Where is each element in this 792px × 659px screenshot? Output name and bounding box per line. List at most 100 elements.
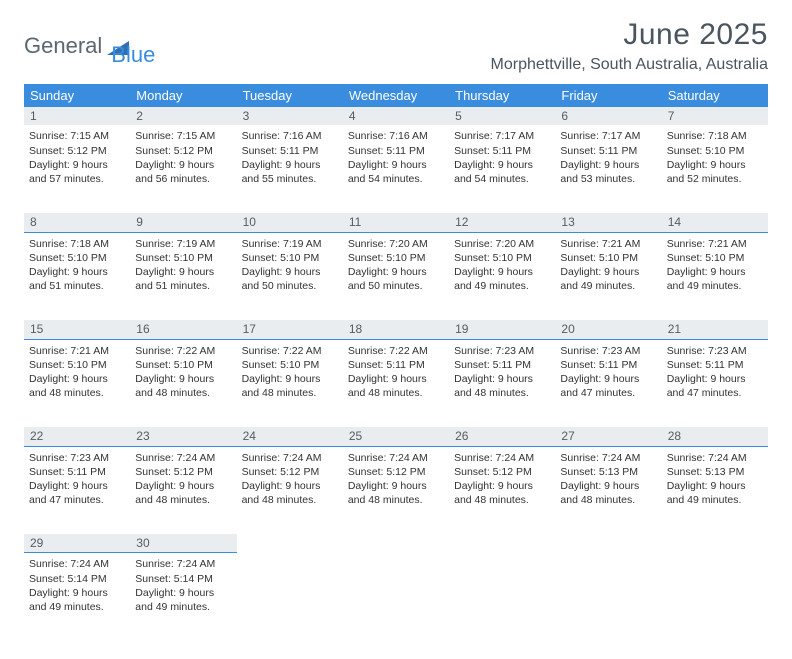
sunrise-text: Sunrise: 7:24 AM — [135, 557, 231, 571]
sunset-text: Sunset: 5:10 PM — [348, 251, 444, 265]
daylight-text: Daylight: 9 hours and 54 minutes. — [348, 158, 444, 186]
sunset-text: Sunset: 5:11 PM — [29, 465, 125, 479]
sunset-text: Sunset: 5:10 PM — [29, 251, 125, 265]
sunrise-text: Sunrise: 7:23 AM — [29, 451, 125, 465]
daynum-row: 1234567 — [24, 107, 768, 125]
sunset-text: Sunset: 5:10 PM — [667, 251, 763, 265]
sunset-text: Sunset: 5:11 PM — [454, 144, 550, 158]
day-cell: Sunrise: 7:24 AMSunset: 5:13 PMDaylight:… — [555, 446, 661, 534]
sunset-text: Sunset: 5:11 PM — [560, 144, 656, 158]
daylight-text: Daylight: 9 hours and 48 minutes. — [348, 479, 444, 507]
day-number: 29 — [24, 534, 130, 553]
sunrise-text: Sunrise: 7:24 AM — [348, 451, 444, 465]
sunrise-text: Sunrise: 7:17 AM — [560, 129, 656, 143]
daylight-text: Daylight: 9 hours and 48 minutes. — [454, 372, 550, 400]
day-cell: Sunrise: 7:23 AMSunset: 5:11 PMDaylight:… — [449, 339, 555, 427]
sunrise-text: Sunrise: 7:19 AM — [242, 237, 338, 251]
weekday-header: Wednesday — [343, 84, 449, 107]
daynum-row: 891011121314 — [24, 213, 768, 232]
day-cell: Sunrise: 7:18 AMSunset: 5:10 PMDaylight:… — [24, 232, 130, 320]
day-number: 3 — [237, 107, 343, 125]
day-cell: Sunrise: 7:18 AMSunset: 5:10 PMDaylight:… — [662, 125, 768, 213]
sunset-text: Sunset: 5:11 PM — [348, 358, 444, 372]
day-number: 22 — [24, 427, 130, 446]
sunrise-text: Sunrise: 7:21 AM — [667, 237, 763, 251]
weekday-header: Friday — [555, 84, 661, 107]
sunset-text: Sunset: 5:10 PM — [135, 358, 231, 372]
day-cell — [555, 553, 661, 641]
daylight-text: Daylight: 9 hours and 52 minutes. — [667, 158, 763, 186]
sunrise-text: Sunrise: 7:23 AM — [560, 344, 656, 358]
day-cell: Sunrise: 7:22 AMSunset: 5:10 PMDaylight:… — [130, 339, 236, 427]
day-cell: Sunrise: 7:23 AMSunset: 5:11 PMDaylight:… — [24, 446, 130, 534]
location-text: Morphettville, South Australia, Australi… — [491, 56, 768, 74]
day-number: 20 — [555, 320, 661, 339]
sunrise-text: Sunrise: 7:22 AM — [242, 344, 338, 358]
day-cell: Sunrise: 7:24 AMSunset: 5:12 PMDaylight:… — [237, 446, 343, 534]
daylight-text: Daylight: 9 hours and 49 minutes. — [454, 265, 550, 293]
sunrise-text: Sunrise: 7:23 AM — [667, 344, 763, 358]
sunrise-text: Sunrise: 7:19 AM — [135, 237, 231, 251]
daylight-text: Daylight: 9 hours and 48 minutes. — [454, 479, 550, 507]
day-cell: Sunrise: 7:16 AMSunset: 5:11 PMDaylight:… — [343, 125, 449, 213]
day-cell: Sunrise: 7:20 AMSunset: 5:10 PMDaylight:… — [343, 232, 449, 320]
weekday-header: Sunday — [24, 84, 130, 107]
day-cell: Sunrise: 7:24 AMSunset: 5:12 PMDaylight:… — [449, 446, 555, 534]
daylight-text: Daylight: 9 hours and 51 minutes. — [135, 265, 231, 293]
sunrise-text: Sunrise: 7:18 AM — [29, 237, 125, 251]
logo: General Blue — [24, 18, 155, 68]
daylight-text: Daylight: 9 hours and 48 minutes. — [135, 479, 231, 507]
sunset-text: Sunset: 5:11 PM — [667, 358, 763, 372]
sunrise-text: Sunrise: 7:24 AM — [242, 451, 338, 465]
day-number: 16 — [130, 320, 236, 339]
sunrise-text: Sunrise: 7:22 AM — [135, 344, 231, 358]
sunrise-text: Sunrise: 7:24 AM — [560, 451, 656, 465]
week-row: Sunrise: 7:18 AMSunset: 5:10 PMDaylight:… — [24, 232, 768, 320]
sunset-text: Sunset: 5:12 PM — [135, 465, 231, 479]
weekday-header-row: Sunday Monday Tuesday Wednesday Thursday… — [24, 84, 768, 107]
day-cell: Sunrise: 7:15 AMSunset: 5:12 PMDaylight:… — [24, 125, 130, 213]
day-number: 9 — [130, 213, 236, 232]
daylight-text: Daylight: 9 hours and 49 minutes. — [29, 586, 125, 614]
day-cell: Sunrise: 7:21 AMSunset: 5:10 PMDaylight:… — [24, 339, 130, 427]
day-number: 23 — [130, 427, 236, 446]
day-number — [449, 534, 555, 553]
day-number: 1 — [24, 107, 130, 125]
day-cell: Sunrise: 7:19 AMSunset: 5:10 PMDaylight:… — [130, 232, 236, 320]
sunset-text: Sunset: 5:10 PM — [667, 144, 763, 158]
daylight-text: Daylight: 9 hours and 48 minutes. — [135, 372, 231, 400]
weekday-header: Monday — [130, 84, 236, 107]
sunrise-text: Sunrise: 7:20 AM — [454, 237, 550, 251]
day-cell: Sunrise: 7:24 AMSunset: 5:12 PMDaylight:… — [130, 446, 236, 534]
weekday-header: Thursday — [449, 84, 555, 107]
day-cell — [237, 553, 343, 641]
daylight-text: Daylight: 9 hours and 53 minutes. — [560, 158, 656, 186]
sunrise-text: Sunrise: 7:18 AM — [667, 129, 763, 143]
sunset-text: Sunset: 5:10 PM — [454, 251, 550, 265]
day-number: 11 — [343, 213, 449, 232]
day-number: 2 — [130, 107, 236, 125]
day-cell: Sunrise: 7:24 AMSunset: 5:12 PMDaylight:… — [343, 446, 449, 534]
day-number: 5 — [449, 107, 555, 125]
week-row: Sunrise: 7:23 AMSunset: 5:11 PM Daylight:… — [24, 446, 768, 534]
sunset-text: Sunset: 5:11 PM — [242, 144, 338, 158]
day-number — [343, 534, 449, 553]
day-cell: Sunrise: 7:23 AMSunset: 5:11 PMDaylight:… — [662, 339, 768, 427]
day-number: 6 — [555, 107, 661, 125]
sunrise-text: Sunrise: 7:21 AM — [29, 344, 125, 358]
day-number: 12 — [449, 213, 555, 232]
day-number: 19 — [449, 320, 555, 339]
day-cell: Sunrise: 7:23 AMSunset: 5:11 PMDaylight:… — [555, 339, 661, 427]
day-number: 25 — [343, 427, 449, 446]
sunrise-text: Sunrise: 7:24 AM — [135, 451, 231, 465]
day-cell — [449, 553, 555, 641]
sunset-text: Sunset: 5:14 PM — [29, 572, 125, 586]
sunrise-text: Sunrise: 7:23 AM — [454, 344, 550, 358]
header: General Blue June 2025 Morphettville, So… — [24, 18, 768, 74]
logo-text-general: General — [24, 33, 102, 59]
day-cell: Sunrise: 7:24 AMSunset: 5:13 PMDaylight:… — [662, 446, 768, 534]
sunrise-text: Sunrise: 7:21 AM — [560, 237, 656, 251]
day-cell: Sunrise: 7:16 AMSunset: 5:11 PMDaylight:… — [237, 125, 343, 213]
daylight-text: Daylight: 9 hours and 48 minutes. — [242, 479, 338, 507]
day-number: 27 — [555, 427, 661, 446]
